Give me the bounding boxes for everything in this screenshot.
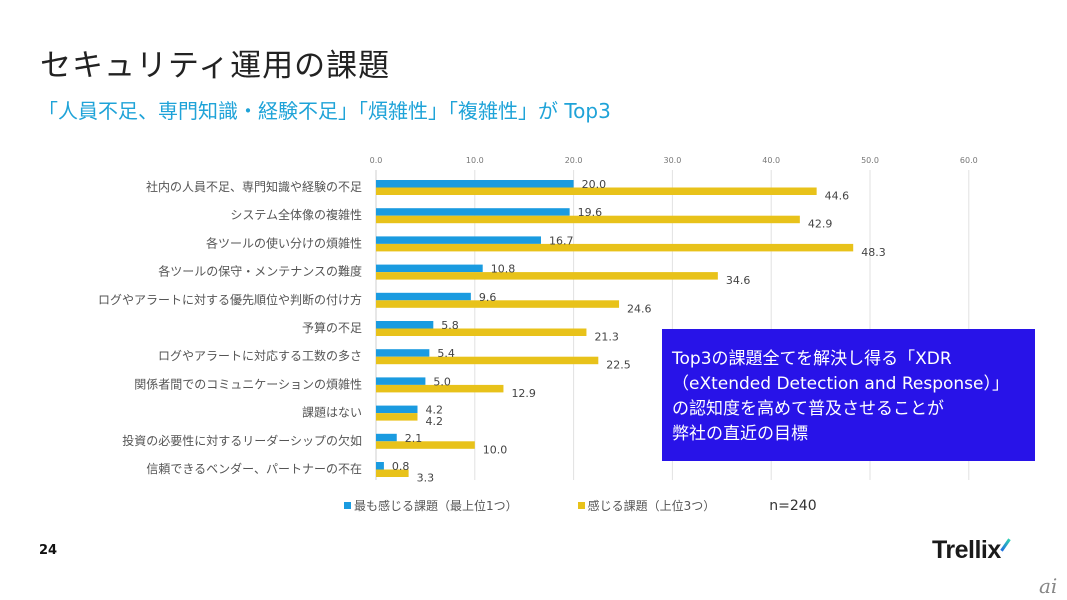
bar-top3	[376, 356, 599, 365]
logo-text: Trellix	[932, 536, 1001, 564]
slide-title: セキュリティ運用の課題	[40, 48, 391, 84]
callout-line: 弊社の直近の目標	[672, 424, 808, 444]
category-label: システム全体像の複雑性	[230, 207, 362, 222]
value-labels: 20.0 44.6 19.6 42.9 16.7 48.3 10.8 34.6 9.6 24.6 5…	[392, 178, 886, 485]
value-label-top3: 34.6	[726, 274, 751, 287]
bar-top1	[376, 208, 570, 216]
value-label-top1: 2.1	[405, 432, 423, 445]
bar-top3	[376, 243, 854, 252]
value-label-top1: 0.8	[392, 460, 410, 473]
bar-top1	[376, 433, 397, 442]
value-label-top3: 48.3	[861, 246, 886, 259]
category-label: 信頼できるベンダー、パートナーの不在	[146, 461, 362, 476]
x-tick-label: 50.0	[861, 156, 879, 165]
value-label-top3: 12.9	[511, 387, 536, 400]
bars	[376, 180, 854, 477]
legend-swatch-yellow	[577, 502, 585, 509]
bar-top3	[376, 272, 718, 280]
bar-top3	[376, 328, 587, 336]
value-label-top1: 5.8	[441, 319, 459, 332]
value-label-top1: 19.6	[578, 206, 603, 219]
bar-top3	[376, 215, 800, 224]
callout-line: Top3の課題全てを解決し得る「XDR	[672, 349, 952, 369]
bar-top1	[376, 264, 483, 273]
value-label-top1: 5.0	[433, 375, 451, 388]
page-number: 24	[39, 543, 58, 558]
value-label-top3: 10.0	[483, 443, 508, 456]
value-label-top3: 21.3	[594, 331, 619, 344]
value-label-top1: 20.0	[582, 178, 607, 191]
value-label-top1: 16.7	[549, 234, 574, 247]
value-label-top1: 4.2	[425, 404, 443, 417]
bar-top3	[376, 441, 475, 449]
x-axis-ticks: 0.0 10.0 20.0 30.0 40.0 50.0 60.0	[370, 156, 978, 165]
category-label: 予算の不足	[302, 320, 362, 335]
category-label: ログやアラートに対する優先順位や判断の付け方	[98, 292, 362, 307]
category-label: 課題はない	[302, 405, 362, 420]
value-label-top3: 42.9	[808, 218, 833, 231]
legend-label: 最も感じる課題（最上位1つ）	[354, 499, 518, 513]
x-tick-label: 10.0	[466, 156, 484, 165]
bar-top1	[376, 292, 471, 301]
slide-subtitle: 「人員不足、専門知識・経験不足」「煩雑性」「複雑性」が Top3	[38, 99, 611, 123]
x-tick-label: 20.0	[565, 156, 583, 165]
sample-size: n=240	[769, 497, 817, 514]
category-label: 投資の必要性に対するリーダーシップの欠如	[122, 433, 362, 448]
category-label: 社内の人員不足、専門知識や経験の不足	[146, 179, 362, 194]
bar-top1	[376, 349, 430, 357]
category-label: 各ツールの使い分けの煩雑性	[206, 235, 362, 250]
callout-box: Top3の課題全てを解決し得る「XDR （eXtended Detection …	[662, 329, 1035, 461]
value-label-top1: 5.4	[437, 347, 455, 360]
x-tick-label: 0.0	[370, 156, 383, 165]
bar-top1	[376, 377, 426, 385]
value-label-top3: 24.6	[627, 302, 652, 315]
watermark-logo: ai	[1039, 574, 1058, 598]
category-label: ログやアラートに対応する工数の多さ	[158, 348, 362, 363]
bar-top1	[376, 405, 418, 414]
bar-top3	[376, 469, 409, 477]
bar-top3	[376, 187, 817, 195]
value-label-top3: 44.6	[825, 190, 850, 203]
bar-top3	[376, 384, 504, 393]
bar-top1	[376, 462, 384, 470]
value-label-top3: 22.5	[606, 359, 631, 372]
bar-top1	[376, 180, 574, 188]
legend-label: 感じる課題（上位3つ）	[587, 499, 716, 513]
callout-line: （eXtended Detection and Response）」	[672, 374, 1009, 394]
x-tick-label: 40.0	[762, 156, 780, 165]
category-label: 各ツールの保守・メンテナンスの難度	[158, 264, 362, 279]
bar-top3	[376, 413, 418, 421]
chart-legend: 最も感じる課題（最上位1つ） 感じる課題（上位3つ） n=240	[344, 497, 817, 514]
legend-swatch-blue	[344, 502, 351, 509]
trellix-logo: Trellix	[932, 536, 1011, 565]
value-label-top1: 9.6	[479, 291, 497, 304]
legend-item-top3: 感じる課題（上位3つ）	[577, 497, 716, 514]
category-label: 関係者間でのコミュニケーションの煩雑性	[134, 376, 362, 391]
x-tick-label: 60.0	[960, 156, 978, 165]
bar-top1	[376, 236, 541, 244]
category-labels: 社内の人員不足、専門知識や経験の不足システム全体像の複雑性各ツールの使い分けの煩…	[98, 179, 362, 476]
value-label-top3: 4.2	[425, 415, 443, 428]
value-label-top1: 10.8	[491, 263, 515, 276]
callout-line: の認知度を高めて普及させることが	[672, 399, 944, 419]
bar-top1	[376, 321, 434, 329]
bar-top3	[376, 300, 620, 308]
legend-item-top1: 最も感じる課題（最上位1つ）	[344, 497, 518, 514]
value-label-top3: 3.3	[417, 472, 435, 485]
x-tick-label: 30.0	[663, 156, 681, 165]
